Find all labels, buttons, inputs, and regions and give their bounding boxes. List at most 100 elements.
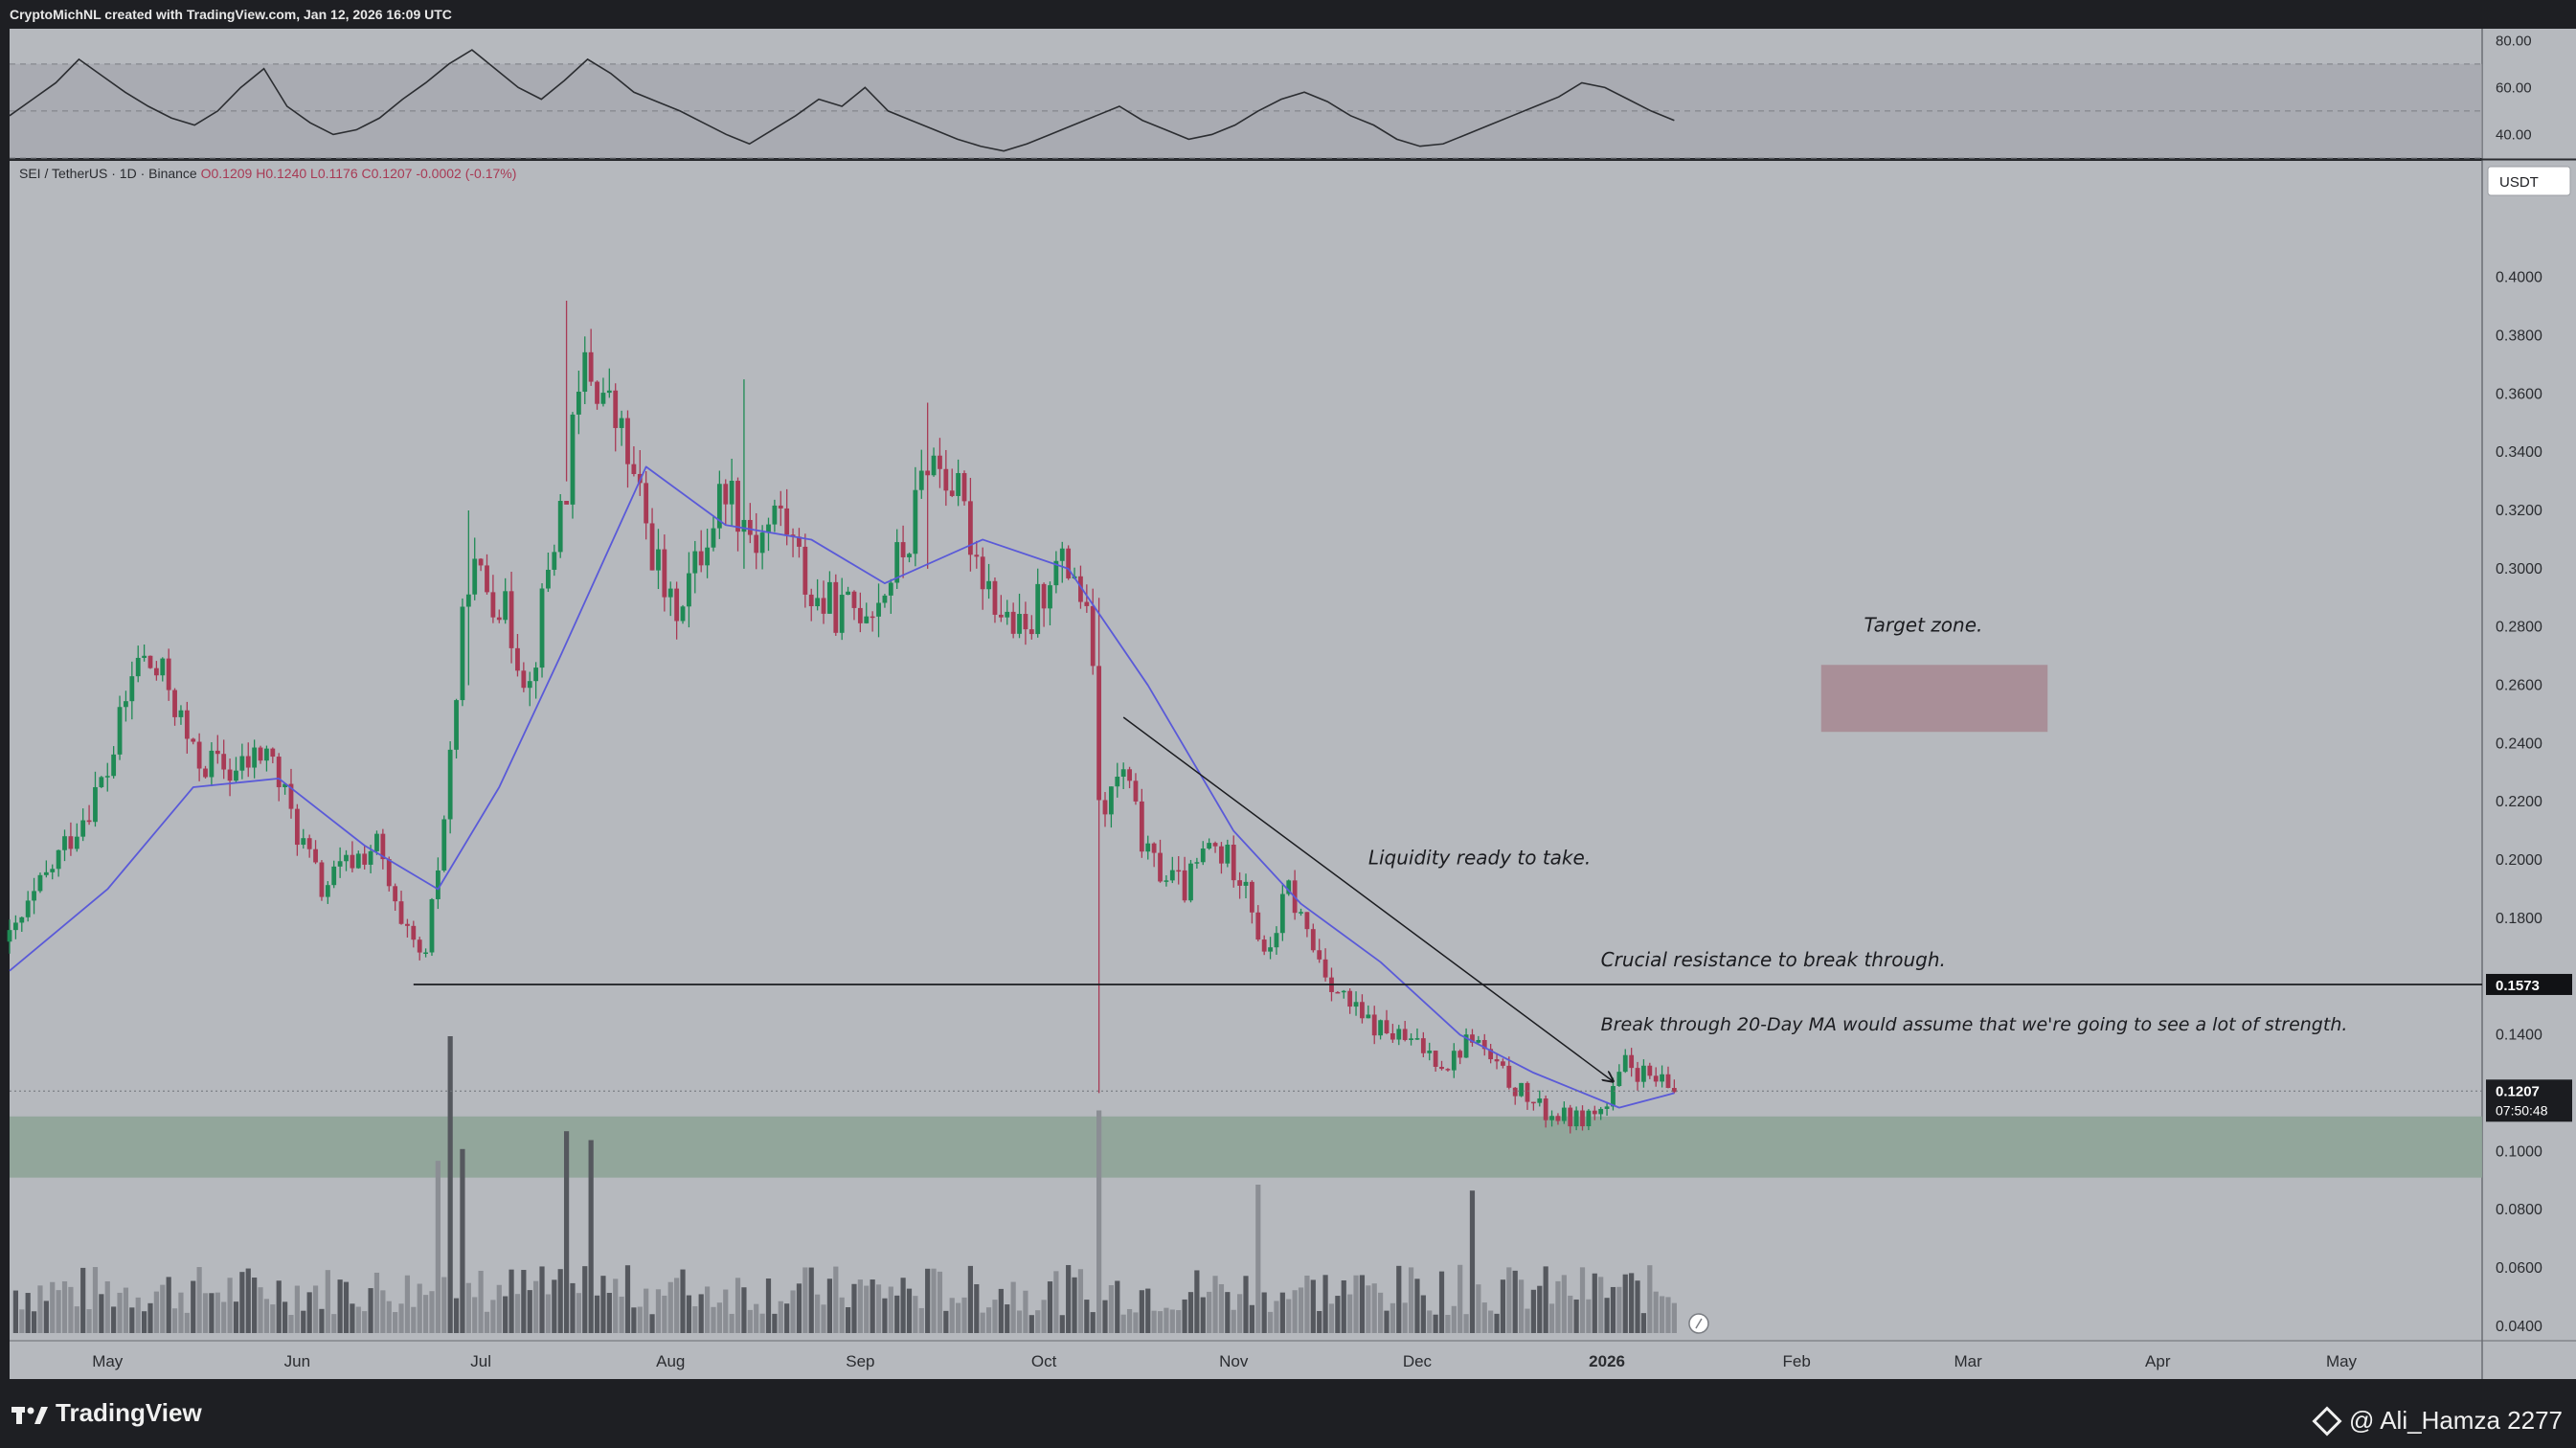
volume-bar (282, 1301, 288, 1333)
candle-body (692, 551, 698, 574)
candle-body (104, 776, 110, 778)
candle-body (1066, 548, 1072, 578)
candle-body (864, 616, 870, 623)
candle-body (478, 558, 484, 566)
annotation-resistance: Crucial resistance to break through. (1601, 948, 1946, 971)
candle-body (527, 681, 532, 689)
volume-bar (1292, 1290, 1298, 1333)
price-chart[interactable]: 80.00 60.00 40.00 0.4000 0.3800 0.3600 0.3400 0… (0, 29, 2576, 1379)
volume-bar (306, 1292, 312, 1333)
volume-bar (368, 1288, 373, 1333)
volume-bar (759, 1313, 765, 1333)
candle-body (1048, 585, 1052, 609)
candle-body (288, 783, 294, 809)
candle-body (258, 747, 263, 761)
candle-body (546, 569, 551, 589)
candle-body (215, 750, 220, 755)
volume-bar (1016, 1310, 1023, 1333)
volume-bar (233, 1301, 239, 1333)
candle-body (50, 869, 56, 872)
support-zone (10, 1116, 2482, 1178)
candle-body (1078, 576, 1083, 602)
candle-body (191, 738, 196, 742)
candle-body (729, 481, 734, 505)
candle-body (355, 853, 361, 869)
candle-body (557, 501, 563, 553)
candle-body (1420, 1038, 1426, 1053)
candle-body (797, 536, 802, 547)
volume-bar (1347, 1294, 1353, 1333)
price-tick-label: 0.3000 (2496, 561, 2542, 577)
volume-bar (1390, 1302, 1395, 1333)
volume-bar (1041, 1300, 1047, 1333)
candle-body (949, 490, 955, 496)
volume-bar (1182, 1299, 1187, 1333)
rsi-tick-label: 80.00 (2496, 33, 2532, 49)
volume-bar (1164, 1307, 1169, 1333)
volume-bar (931, 1268, 937, 1333)
volume-bar (1647, 1265, 1653, 1333)
price-tick-label: 0.3200 (2496, 503, 2542, 519)
volume-bar (43, 1301, 49, 1333)
volume-bar (1592, 1273, 1597, 1333)
volume-bar (1120, 1314, 1126, 1333)
volume-bar (1126, 1308, 1133, 1333)
volume-bar (1659, 1296, 1665, 1333)
candle-body (821, 598, 826, 614)
candle-body (56, 849, 61, 870)
chart-credit: CryptoMichNL created with TradingView.co… (10, 7, 452, 22)
rsi-line (9, 49, 1675, 152)
candle-body (913, 489, 918, 554)
volume-bar (1635, 1280, 1640, 1333)
time-axis-label: 2026 (1589, 1352, 1625, 1370)
volume-bar (1304, 1275, 1310, 1333)
volume-bar (404, 1275, 411, 1333)
tradingview-logo[interactable]: TradingView (11, 1398, 202, 1428)
candle-body (1543, 1098, 1548, 1120)
volume-bar (826, 1278, 833, 1333)
candle-body (325, 885, 330, 897)
volume-bar (839, 1297, 845, 1333)
volume-bar (1420, 1295, 1426, 1333)
candle-body (1481, 1040, 1487, 1050)
candle-body (925, 470, 931, 476)
candle-body (1164, 880, 1169, 882)
volume-bar (1176, 1310, 1182, 1333)
volume-bar (453, 1298, 460, 1333)
volume-bar (667, 1281, 673, 1333)
candle-body (1084, 601, 1090, 606)
volume-bar (74, 1306, 79, 1333)
volume-bar (956, 1302, 961, 1333)
candle-body (766, 524, 771, 533)
candle-body (1310, 929, 1316, 951)
volume-bar (50, 1281, 56, 1333)
candle-body (282, 783, 287, 788)
volume-bar (894, 1295, 900, 1333)
candle-body (907, 554, 912, 557)
volume-bar (925, 1268, 931, 1333)
candle-body (711, 528, 716, 548)
time-axis-label: Aug (656, 1352, 685, 1370)
candle-body (1176, 870, 1182, 872)
candle-body (1414, 1038, 1420, 1040)
volume-bar (171, 1308, 178, 1333)
candle-body (1231, 844, 1236, 881)
candle-body (1592, 1110, 1597, 1115)
volume-bar (734, 1278, 741, 1333)
volume-bar (227, 1278, 233, 1333)
volume-bar (1005, 1304, 1010, 1333)
time-axis-label: Mar (1955, 1352, 1983, 1370)
symbol-info: SEI / TetherUS · 1D · Binance O0.1209 H0… (19, 166, 516, 181)
volume-bar (906, 1288, 913, 1333)
candle-body (344, 854, 349, 862)
candle-body (772, 505, 778, 525)
volume-bar (166, 1277, 171, 1333)
volume-bar (967, 1265, 974, 1333)
volume-bar (1500, 1279, 1506, 1333)
candle-body (99, 777, 104, 787)
candle-body (227, 769, 233, 781)
volume-bar (845, 1307, 851, 1333)
volume-bar (1187, 1292, 1194, 1333)
candle-body (331, 866, 337, 886)
candle-body (337, 861, 343, 867)
